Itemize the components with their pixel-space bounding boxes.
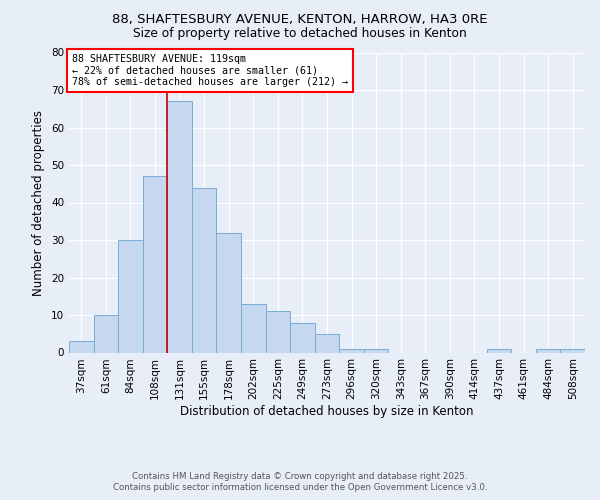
Bar: [241, 304, 266, 352]
Text: 88 SHAFTESBURY AVENUE: 119sqm
← 22% of detached houses are smaller (61)
78% of s: 88 SHAFTESBURY AVENUE: 119sqm ← 22% of d…: [71, 54, 347, 87]
Bar: [339, 349, 364, 352]
Bar: [143, 176, 167, 352]
Bar: [560, 349, 585, 352]
Y-axis label: Number of detached properties: Number of detached properties: [32, 110, 46, 296]
Bar: [118, 240, 143, 352]
Bar: [487, 349, 511, 352]
Bar: [266, 311, 290, 352]
Bar: [69, 342, 94, 352]
Bar: [217, 232, 241, 352]
Bar: [94, 315, 118, 352]
Bar: [192, 188, 217, 352]
Bar: [536, 349, 560, 352]
X-axis label: Distribution of detached houses by size in Kenton: Distribution of detached houses by size …: [180, 405, 474, 418]
Bar: [290, 322, 315, 352]
Text: Contains HM Land Registry data © Crown copyright and database right 2025.
Contai: Contains HM Land Registry data © Crown c…: [113, 472, 487, 492]
Text: 88, SHAFTESBURY AVENUE, KENTON, HARROW, HA3 0RE: 88, SHAFTESBURY AVENUE, KENTON, HARROW, …: [112, 12, 488, 26]
Bar: [167, 101, 192, 352]
Text: Size of property relative to detached houses in Kenton: Size of property relative to detached ho…: [133, 28, 467, 40]
Bar: [364, 349, 388, 352]
Bar: [315, 334, 339, 352]
